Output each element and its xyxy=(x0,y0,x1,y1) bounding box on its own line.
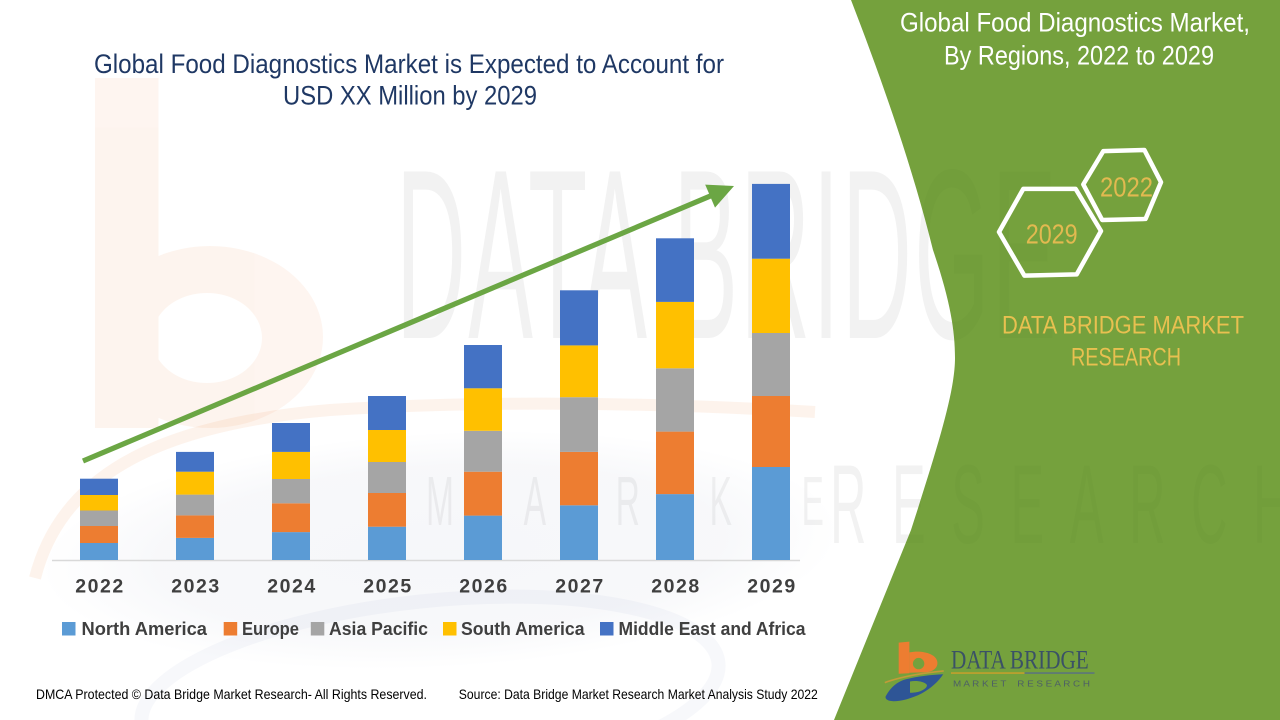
svg-text:DATA BRIDGE: DATA BRIDGE xyxy=(951,646,1089,675)
svg-text:M A R K E T R E S E A R C H: M A R K E T R E S E A R C H xyxy=(953,679,1090,688)
svg-text:Europe: Europe xyxy=(242,618,299,639)
svg-text:By Regions, 2022 to 2029: By Regions, 2022 to 2029 xyxy=(944,40,1214,70)
svg-text:Source: Data Bridge Market Res: Source: Data Bridge Market Research Mark… xyxy=(459,686,818,702)
svg-text:2026: 2026 xyxy=(459,576,508,598)
svg-text:Middle East and Africa: Middle East and Africa xyxy=(619,618,807,639)
svg-text:DATA BRIDGE MARKET: DATA BRIDGE MARKET xyxy=(1002,312,1244,340)
svg-text:2025: 2025 xyxy=(363,576,412,598)
svg-text:North America: North America xyxy=(82,618,208,639)
svg-text:Global Food Diagnostics Market: Global Food Diagnostics Market, xyxy=(900,7,1250,37)
svg-text:South America: South America xyxy=(461,618,585,639)
svg-text:Asia Pacific: Asia Pacific xyxy=(329,618,428,639)
svg-text:2028: 2028 xyxy=(651,576,700,598)
svg-text:2024: 2024 xyxy=(267,576,316,598)
svg-text:RESEARCH: RESEARCH xyxy=(1071,343,1181,371)
svg-text:2027: 2027 xyxy=(555,576,604,598)
svg-text:USD XX Million by 2029: USD XX Million by 2029 xyxy=(283,81,537,111)
svg-text:2022: 2022 xyxy=(75,576,124,598)
svg-text:DMCA Protected © Data Bridge M: DMCA Protected © Data Bridge Market Rese… xyxy=(36,686,427,702)
svg-text:2023: 2023 xyxy=(171,576,220,598)
svg-text:2029: 2029 xyxy=(1026,218,1078,249)
svg-text:2022: 2022 xyxy=(1100,172,1153,203)
svg-text:Global Food Diagnostics Market: Global Food Diagnostics Market is Expect… xyxy=(94,49,724,79)
svg-text:2029: 2029 xyxy=(747,576,796,598)
